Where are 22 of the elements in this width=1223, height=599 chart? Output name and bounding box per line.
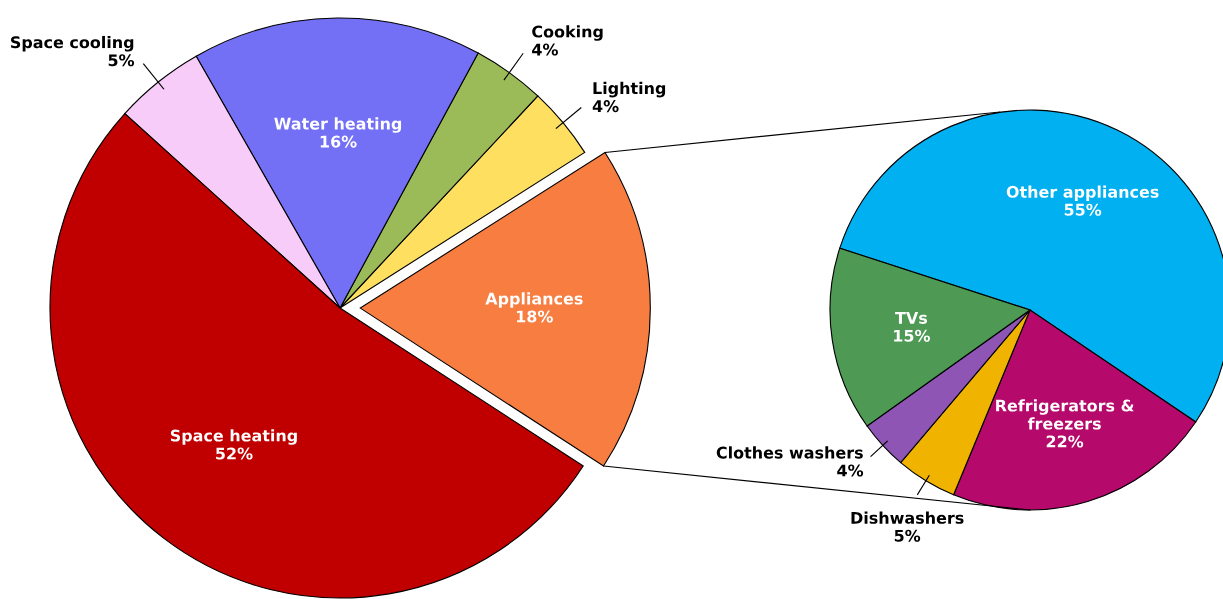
slice-label: Other appliances bbox=[1006, 185, 1159, 201]
data-label: 18% bbox=[516, 310, 553, 323]
slice-label: Space heating bbox=[170, 429, 297, 445]
data-label: 4% bbox=[532, 43, 558, 56]
data-label: 22% bbox=[1046, 435, 1084, 448]
data-label: 55% bbox=[1064, 203, 1102, 216]
data-label: 15% bbox=[894, 329, 930, 342]
slice-label: Refrigerators & freezers bbox=[996, 399, 1134, 430]
slice-label: Clothes washers bbox=[716, 446, 863, 459]
slice-label: TVs bbox=[895, 312, 928, 324]
data-label: 52% bbox=[216, 447, 253, 460]
data-label: 16% bbox=[320, 135, 357, 148]
data-label: 5% bbox=[894, 529, 921, 542]
slice-label: Lighting bbox=[593, 81, 666, 98]
data-label: 4% bbox=[837, 464, 864, 477]
slice-label: Appliances bbox=[485, 292, 583, 308]
slice-label: Dishwashers bbox=[851, 511, 964, 524]
slice-label: Water heating bbox=[274, 117, 402, 133]
data-label: 4% bbox=[592, 100, 619, 113]
data-label: 5% bbox=[108, 54, 135, 67]
slice-label: Cooking bbox=[532, 25, 603, 41]
slice-label: Space cooling bbox=[10, 35, 134, 52]
